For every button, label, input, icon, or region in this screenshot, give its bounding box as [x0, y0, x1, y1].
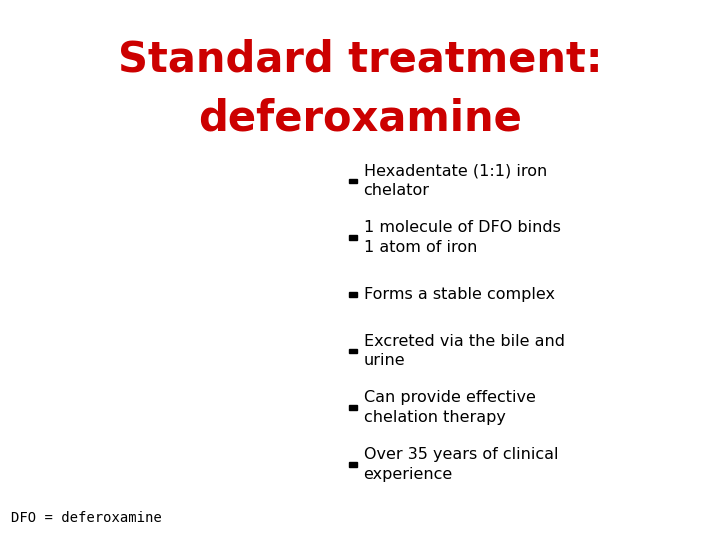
Text: Hexadentate (1:1) iron
chelator: Hexadentate (1:1) iron chelator	[364, 164, 547, 198]
Text: Can provide effective
chelation therapy: Can provide effective chelation therapy	[364, 390, 536, 425]
Bar	[349, 349, 357, 353]
Bar	[349, 406, 357, 410]
Bar	[349, 462, 357, 467]
Text: Standard treatment:: Standard treatment:	[118, 38, 602, 80]
Text: Excreted via the bile and
urine: Excreted via the bile and urine	[364, 334, 564, 368]
Text: DFO = deferoxamine: DFO = deferoxamine	[11, 511, 161, 525]
Text: Over 35 years of clinical
experience: Over 35 years of clinical experience	[364, 447, 558, 482]
Text: deferoxamine: deferoxamine	[198, 98, 522, 140]
Text: 1 molecule of DFO binds
1 atom of iron: 1 molecule of DFO binds 1 atom of iron	[364, 220, 560, 255]
Bar	[349, 235, 357, 240]
Bar	[349, 179, 357, 183]
Bar	[349, 292, 357, 296]
Text: Forms a stable complex: Forms a stable complex	[364, 287, 554, 302]
